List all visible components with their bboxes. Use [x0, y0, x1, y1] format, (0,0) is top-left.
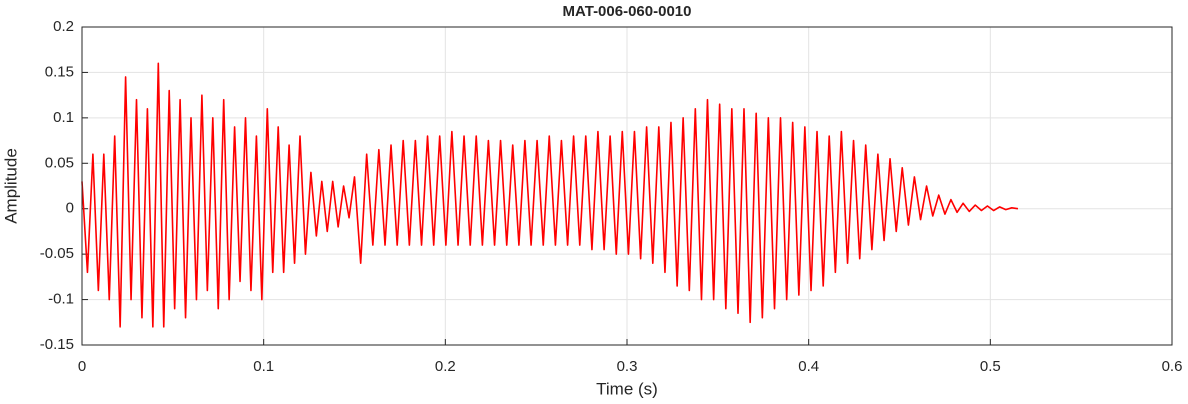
y-axis-label: Amplitude [1, 148, 20, 224]
chart-title: MAT-006-060-0010 [563, 3, 692, 20]
y-tick-label: 0.1 [53, 109, 74, 126]
plot-frame [81, 26, 1173, 346]
x-tick-label: 0 [78, 358, 86, 375]
x-tick-label: 0.6 [1162, 358, 1183, 375]
y-tick-label: 0 [66, 200, 74, 217]
y-tick-label: -0.15 [40, 336, 74, 353]
y-tick-label: 0.15 [45, 63, 74, 80]
x-tick-label: 0.3 [617, 358, 638, 375]
x-tick-label: 0.5 [980, 358, 1001, 375]
x-tick-label: 0.2 [435, 358, 456, 375]
y-tick-label: 0.05 [45, 154, 74, 171]
y-tick-label: 0.2 [53, 18, 74, 35]
x-tick-label: 0.4 [798, 358, 819, 375]
waveform-line [81, 62, 1019, 328]
y-tick-label: -0.1 [48, 291, 74, 308]
x-axis-label: Time (s) [596, 379, 658, 398]
y-tick-label: -0.05 [40, 245, 74, 262]
x-tick-label: 0.1 [253, 358, 274, 375]
